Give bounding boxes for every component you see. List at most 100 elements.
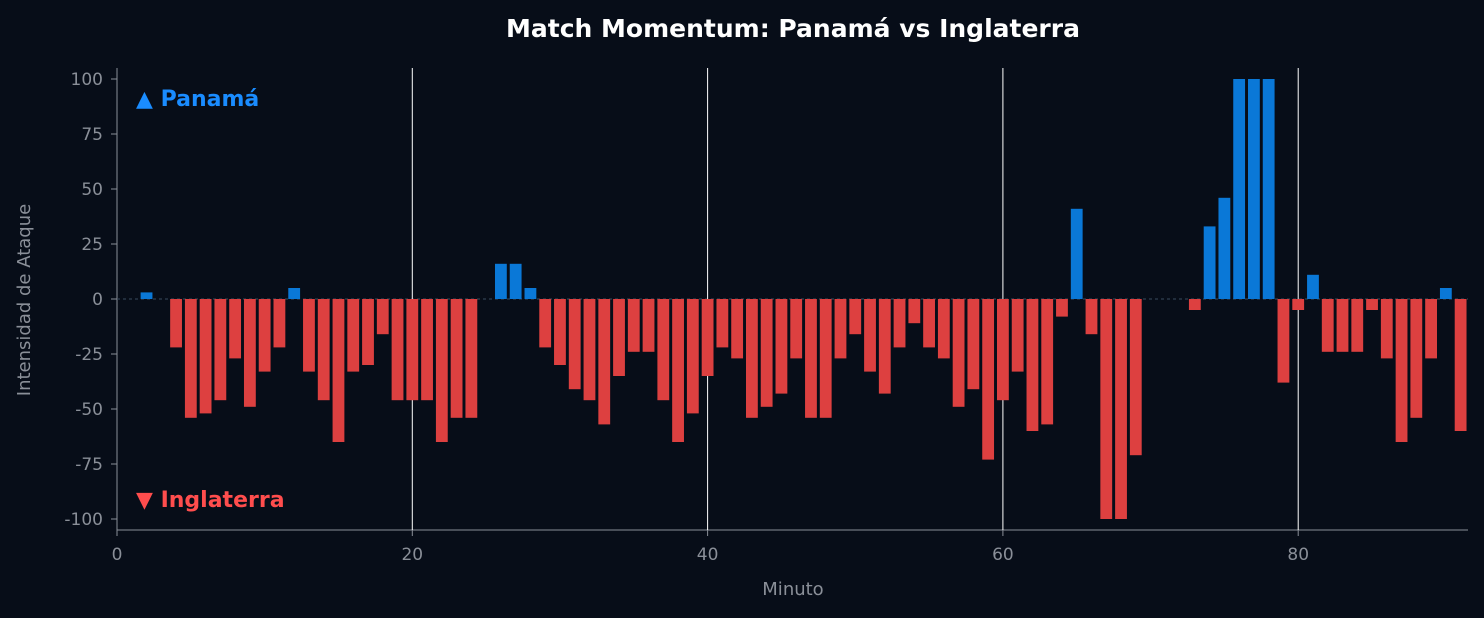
bar-inglaterra: [657, 299, 670, 401]
bar-inglaterra: [1336, 299, 1349, 352]
bar-inglaterra: [450, 299, 463, 418]
x-axis-label: Minuto: [762, 579, 823, 600]
bar-panama: [288, 288, 301, 299]
bar-inglaterra: [273, 299, 286, 348]
bar-inglaterra: [775, 299, 788, 394]
bar-inglaterra: [805, 299, 817, 418]
y-tick-label: -100: [64, 510, 103, 530]
bar-inglaterra: [1041, 299, 1054, 425]
bar-inglaterra: [170, 299, 182, 348]
bar-inglaterra: [598, 299, 611, 425]
bar-inglaterra: [1129, 299, 1142, 456]
bar-inglaterra: [1115, 299, 1127, 519]
bar-inglaterra: [849, 299, 862, 335]
y-tick-label: 0: [92, 290, 103, 310]
bar-inglaterra: [627, 299, 640, 352]
bar-inglaterra: [362, 299, 374, 365]
bar-inglaterra: [1395, 299, 1408, 442]
x-tick-label: 80: [1287, 545, 1309, 565]
bar-inglaterra: [214, 299, 227, 401]
bar-inglaterra: [952, 299, 965, 407]
chart-title: Match Momentum: Panamá vs Inglaterra: [506, 14, 1080, 43]
bar-inglaterra: [893, 299, 906, 348]
bar-inglaterra: [819, 299, 832, 418]
bar-inglaterra: [923, 299, 935, 348]
bar-inglaterra: [229, 299, 242, 359]
bar-inglaterra: [376, 299, 389, 335]
bar-panama: [509, 263, 522, 299]
bar-inglaterra: [1100, 299, 1113, 519]
bar-inglaterra: [303, 299, 315, 372]
bar-inglaterra: [391, 299, 404, 401]
bar-inglaterra: [1056, 299, 1068, 317]
bar-inglaterra: [554, 299, 566, 365]
bar-panama: [1203, 226, 1216, 299]
bar-inglaterra: [937, 299, 950, 359]
bar-inglaterra: [908, 299, 921, 324]
bar-inglaterra: [716, 299, 729, 348]
y-tick-label: 25: [81, 235, 103, 255]
bar-inglaterra: [613, 299, 625, 376]
bar-panama: [1262, 79, 1275, 299]
bar-panama: [1248, 79, 1260, 299]
bar-inglaterra: [199, 299, 212, 414]
bar-inglaterra: [184, 299, 197, 418]
bar-inglaterra: [790, 299, 803, 359]
x-tick-label: 0: [112, 545, 123, 565]
bar-inglaterra: [760, 299, 773, 407]
label-inglaterra: ▼ Inglaterra: [136, 488, 285, 513]
y-tick-label: 100: [71, 70, 103, 90]
bar-inglaterra: [1366, 299, 1378, 310]
bar-inglaterra: [332, 299, 345, 442]
label-panama: ▲ Panamá: [136, 87, 259, 112]
x-tick-label: 60: [992, 545, 1014, 565]
y-axis-label: Intensidad de Ataque: [14, 204, 35, 396]
bar-inglaterra: [1321, 299, 1334, 352]
bar-inglaterra: [1292, 299, 1305, 310]
bar-inglaterra: [642, 299, 655, 352]
bar-inglaterra: [1026, 299, 1039, 431]
bar-inglaterra: [1277, 299, 1290, 383]
y-tick-label: 50: [81, 180, 103, 200]
axes: 100 75 50 25 0 -25 -50 -75 -100 0 20 40 60 80: [64, 68, 1468, 565]
bar-panama: [1439, 288, 1452, 299]
bar-inglaterra: [406, 299, 419, 401]
bar-inglaterra: [465, 299, 478, 418]
bar-panama: [140, 292, 153, 299]
bar-inglaterra: [1188, 299, 1201, 310]
bars: [140, 79, 1467, 519]
bar-panama: [1070, 208, 1083, 299]
bar-inglaterra: [1454, 299, 1467, 431]
bar-inglaterra: [982, 299, 995, 460]
bar-inglaterra: [967, 299, 980, 390]
bar-inglaterra: [745, 299, 758, 418]
bar-panama: [1307, 274, 1319, 299]
bar-inglaterra: [421, 299, 433, 401]
bar-inglaterra: [1011, 299, 1024, 372]
bar-inglaterra: [347, 299, 360, 372]
y-tick-label: 75: [81, 125, 103, 145]
bar-panama: [1218, 197, 1231, 299]
y-tick-label: -25: [75, 345, 103, 365]
y-tick-label: -50: [75, 400, 103, 420]
bar-inglaterra: [1351, 299, 1364, 352]
team-labels: ▲ Panamá ▼ Inglaterra: [136, 87, 285, 513]
x-tick-label: 40: [697, 545, 719, 565]
bar-inglaterra: [878, 299, 891, 394]
x-tick-label: 20: [401, 545, 423, 565]
bar-panama: [494, 263, 507, 299]
bar-panama: [1233, 79, 1246, 299]
bar-inglaterra: [686, 299, 699, 414]
bar-inglaterra: [243, 299, 256, 407]
bar-inglaterra: [701, 299, 714, 376]
bar-inglaterra: [317, 299, 330, 401]
bar-inglaterra: [568, 299, 581, 390]
bar-inglaterra: [539, 299, 552, 348]
bar-panama: [524, 288, 537, 299]
bar-inglaterra: [1085, 299, 1098, 335]
bar-inglaterra: [834, 299, 847, 359]
bar-inglaterra: [996, 299, 1009, 401]
bar-inglaterra: [731, 299, 744, 359]
y-tick-label: -75: [75, 455, 103, 475]
